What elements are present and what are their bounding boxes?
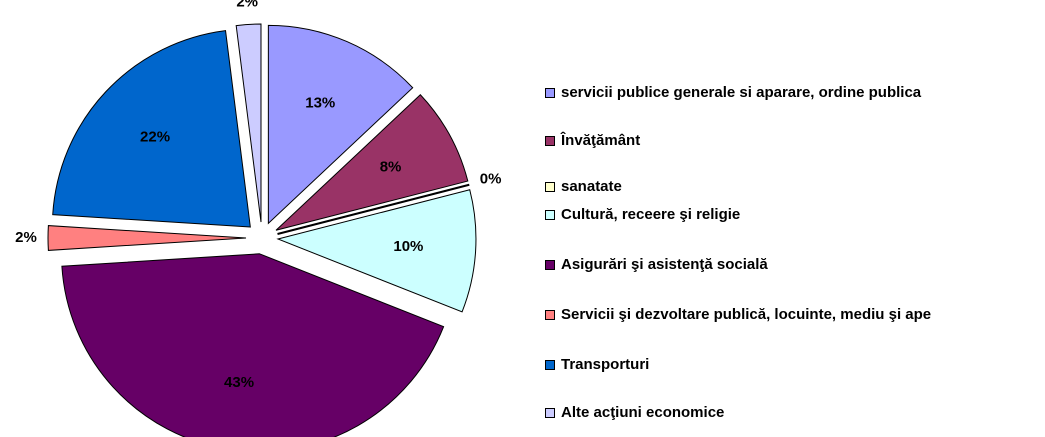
pie-slice (275, 94, 469, 231)
legend-swatch (545, 310, 555, 320)
data-label: 2% (236, 0, 258, 10)
pie: 13% 8% 0% 10% 43% 2% 22% 2% (15, 0, 502, 437)
legend-swatch (545, 360, 555, 370)
legend-swatch (545, 88, 555, 98)
data-label: 2% (15, 229, 37, 246)
legend-swatch (545, 408, 555, 418)
pie-slice (276, 189, 477, 313)
pie-slice (52, 30, 251, 228)
legend-item: Învăţământ (545, 132, 1040, 150)
legend-item: servicii publice generale si aparare, or… (545, 84, 1040, 102)
legend-swatch (545, 136, 555, 146)
legend-label: servicii publice generale si aparare, or… (561, 84, 922, 101)
legend-label: Învăţământ (561, 132, 641, 149)
legend-label: Servicii şi dezvoltare publică, locuinte… (561, 306, 932, 323)
legend-item: Asigurări şi asistenţă socială (545, 256, 1040, 274)
legend-swatch (545, 260, 555, 270)
legend-item: sanatate (545, 178, 1040, 196)
data-label: 10% (393, 238, 423, 255)
legend-item: Servicii şi dezvoltare publică, locuinte… (545, 306, 1040, 324)
legend-swatch (545, 210, 555, 220)
data-label: 22% (140, 129, 170, 146)
legend-label: sanatate (561, 178, 622, 195)
pie-slice (47, 225, 247, 251)
legend-label: Transporturi (561, 356, 650, 373)
data-label: 0% (480, 170, 502, 187)
legend-item: Transporturi (545, 356, 1040, 374)
pie-slice (235, 23, 262, 223)
data-label: 43% (224, 374, 254, 391)
legend-label: Asigurări şi asistenţă socială (561, 256, 768, 273)
data-label: 13% (305, 94, 335, 111)
legend-label: Alte acţiuni economice (561, 404, 725, 421)
legend-swatch (545, 182, 555, 192)
legend-label: Cultură, receere şi religie (561, 206, 741, 223)
legend-item: Cultură, receere şi religie (545, 206, 1040, 224)
pie-slice (61, 253, 445, 437)
pie-slice (267, 24, 414, 225)
data-label: 8% (380, 158, 402, 175)
legend-item: Alte acţiuni economice (545, 404, 1040, 422)
